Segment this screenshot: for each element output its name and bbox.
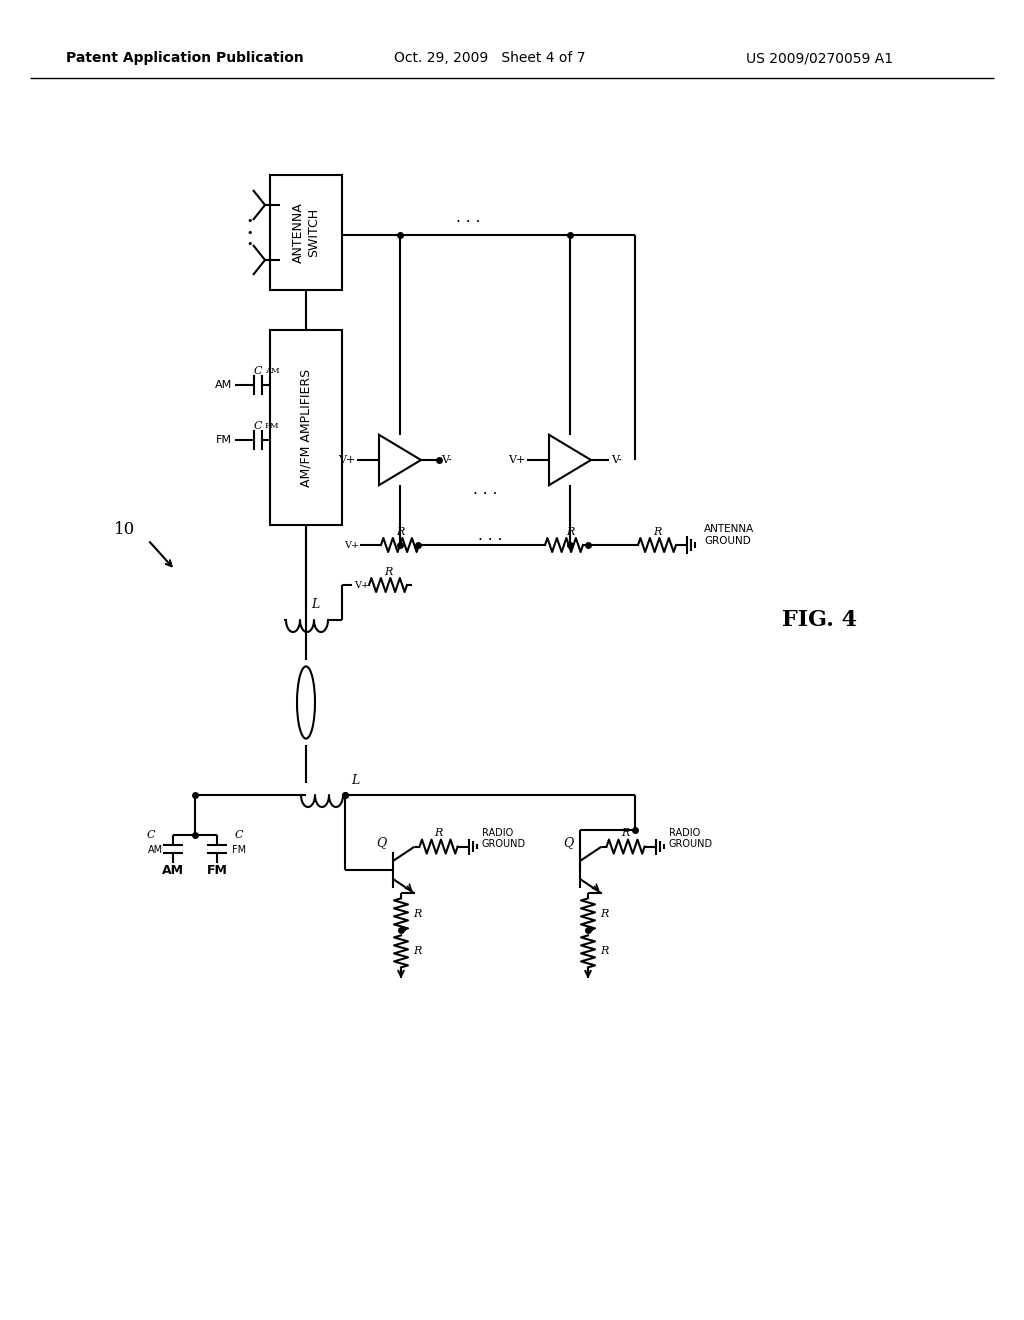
Text: AM/FM AMPLIFIERS: AM/FM AMPLIFIERS [299, 368, 312, 487]
Text: FM: FM [207, 863, 227, 876]
Text: AM: AM [147, 845, 163, 855]
Text: RADIO
GROUND: RADIO GROUND [481, 828, 525, 849]
Text: L: L [311, 598, 319, 611]
Text: AM: AM [215, 380, 232, 389]
Text: FIG. 4: FIG. 4 [782, 609, 857, 631]
Text: ANTENNA
GROUND: ANTENNA GROUND [705, 524, 755, 545]
Bar [270, 176, 342, 290]
Text: FM: FM [232, 845, 246, 855]
Text: V-: V- [441, 455, 452, 465]
Text: C: C [146, 830, 155, 840]
Text: R: R [566, 527, 574, 537]
Text: R: R [622, 828, 630, 838]
Text: RADIO
GROUND: RADIO GROUND [669, 828, 713, 849]
Text: V+: V+ [508, 455, 525, 465]
Text: . . .: . . . [478, 528, 502, 543]
Text: V+: V+ [338, 455, 355, 465]
Text: . . .: . . . [473, 483, 498, 498]
Text: . . .: . . . [457, 210, 480, 224]
Text: L: L [351, 774, 359, 787]
Bar [270, 330, 342, 525]
Text: R: R [384, 568, 392, 577]
Text: ANTENNA
SWITCH: ANTENNA SWITCH [292, 202, 319, 263]
Text: AM: AM [162, 863, 184, 876]
Text: FM: FM [265, 422, 280, 430]
Text: •
•
•: • • • [247, 216, 253, 249]
Text: R: R [434, 828, 442, 838]
Text: 10: 10 [115, 521, 135, 539]
Text: C: C [254, 421, 262, 432]
Text: C: C [254, 366, 262, 376]
Text: Oct. 29, 2009   Sheet 4 of 7: Oct. 29, 2009 Sheet 4 of 7 [394, 51, 586, 65]
Text: Q: Q [376, 837, 386, 850]
Text: R: R [653, 527, 662, 537]
Text: R: R [413, 909, 421, 920]
Text: Q: Q [563, 837, 573, 850]
Text: US 2009/0270059 A1: US 2009/0270059 A1 [746, 51, 894, 65]
Text: V+: V+ [354, 581, 370, 590]
Text: V-: V- [611, 455, 622, 465]
Text: R: R [396, 527, 404, 537]
Text: R: R [600, 946, 608, 957]
Text: FM: FM [216, 436, 232, 445]
Text: AM: AM [265, 367, 280, 375]
Text: R: R [600, 909, 608, 920]
Text: C: C [234, 830, 244, 840]
Text: V+: V+ [344, 540, 359, 549]
Text: R: R [413, 946, 421, 957]
Text: Patent Application Publication: Patent Application Publication [67, 51, 304, 65]
